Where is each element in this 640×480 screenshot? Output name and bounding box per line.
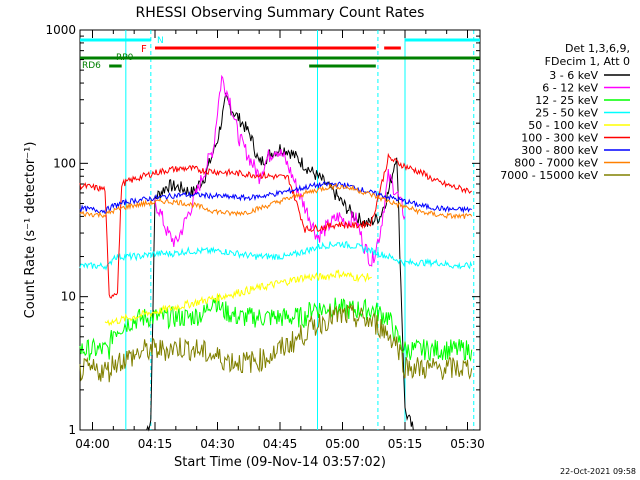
x-tick-label: 05:15 bbox=[388, 437, 423, 451]
flag-label-rd6: RD6 bbox=[82, 61, 101, 71]
legend-label: 12 - 25 keV bbox=[535, 94, 598, 107]
x-axis-label: Start Time (09-Nov-14 03:57:02) bbox=[174, 455, 386, 470]
x-tick-label: 05:30 bbox=[450, 437, 485, 451]
series-line bbox=[79, 295, 473, 362]
series-line bbox=[146, 92, 414, 432]
legend-label: 100 - 300 keV bbox=[521, 132, 598, 145]
legend-label: 800 - 7000 keV bbox=[514, 157, 598, 170]
series-line bbox=[79, 182, 473, 220]
info-box: Det 1,3,6,9, FDecim 1, Att 0 bbox=[545, 42, 630, 68]
legend-label: 3 - 6 keV bbox=[549, 69, 598, 82]
interval-markers bbox=[125, 30, 475, 430]
flag-label-n: N bbox=[157, 36, 164, 46]
series-line bbox=[79, 241, 473, 271]
y-tick-label: 10 bbox=[61, 290, 76, 304]
legend-label: 25 - 50 keV bbox=[535, 107, 598, 120]
attenuator-flags bbox=[80, 38, 480, 68]
footer-timestamp: 22-Oct-2021 09:58 bbox=[560, 467, 636, 476]
flag-label-rp0: RP0 bbox=[116, 53, 134, 63]
flag-label-f: F bbox=[141, 44, 147, 55]
x-tick-label: 04:15 bbox=[138, 437, 173, 451]
series-line bbox=[79, 152, 472, 299]
legend-label: 6 - 12 keV bbox=[542, 82, 598, 95]
series-line bbox=[154, 74, 406, 267]
y-axis-label: Count Rate (s⁻¹ detector⁻¹) bbox=[23, 142, 38, 319]
y-axis: 1 10 100 1000 bbox=[45, 23, 480, 437]
x-axis: 04:00 04:15 04:30 04:45 05:00 05:15 05:30 bbox=[75, 30, 485, 451]
legend-label: 300 - 800 keV bbox=[521, 144, 598, 157]
series-line bbox=[104, 269, 372, 327]
legend-label: 7000 - 15000 keV bbox=[500, 169, 598, 182]
x-tick-label: 04:00 bbox=[75, 437, 110, 451]
info-line-1: Det 1,3,6,9, bbox=[565, 42, 630, 55]
series-line bbox=[79, 303, 473, 383]
y-tick-label: 1000 bbox=[45, 23, 76, 37]
legend-label: 50 - 100 keV bbox=[528, 119, 598, 132]
y-tick-label: 1 bbox=[68, 423, 76, 437]
chart-title: RHESSI Observing Summary Count Rates bbox=[136, 5, 425, 21]
x-tick-label: 05:00 bbox=[325, 437, 360, 451]
y-tick-label: 100 bbox=[53, 156, 76, 170]
data-series bbox=[79, 74, 473, 432]
info-line-2: FDecim 1, Att 0 bbox=[545, 55, 630, 68]
x-tick-label: 04:45 bbox=[263, 437, 298, 451]
series-line bbox=[79, 181, 472, 215]
x-tick-label: 04:30 bbox=[200, 437, 235, 451]
